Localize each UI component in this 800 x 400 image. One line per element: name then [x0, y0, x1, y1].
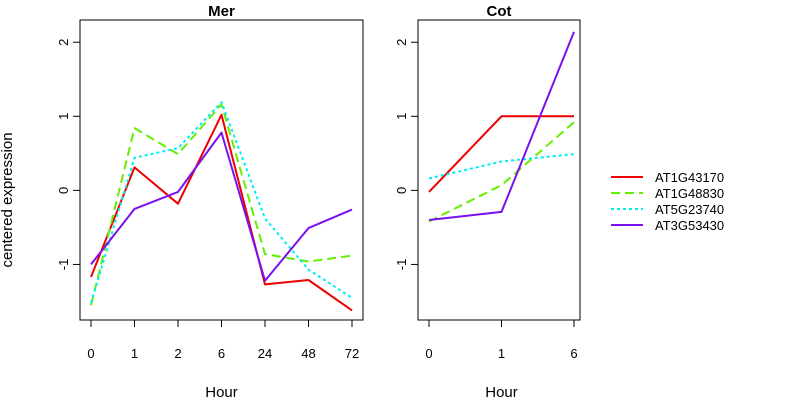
panel-title: Cot — [487, 3, 512, 20]
y-tick-label: -1 — [56, 259, 71, 271]
legend-label: AT5G23740 — [655, 202, 724, 217]
plot-frame — [417, 19, 581, 321]
y-tick-label: 1 — [394, 113, 409, 120]
x-tick-label: 0 — [425, 346, 432, 361]
series-line-at1g48830-cot — [428, 121, 575, 223]
panel-title: Mer — [208, 3, 235, 20]
x-tick-label: 2 — [174, 346, 181, 361]
x-tick-label: 6 — [570, 346, 577, 361]
plot-frame — [79, 19, 364, 321]
y-axis-label: centered expression — [0, 132, 16, 267]
y-tick-label: 2 — [394, 39, 409, 46]
series-line-at3g53430-mer — [90, 131, 353, 282]
panel-mer: Mer 0 1 2 6 24 48 72 -1 0 1 2 Hour — [56, 3, 364, 400]
legend-label: AT1G43170 — [655, 170, 724, 185]
legend-label: AT1G48830 — [655, 186, 724, 201]
series-line-at3g53430-cot — [428, 31, 575, 221]
panel-cot: Cot 0 1 6 -1 0 1 2 Hour — [394, 3, 581, 400]
series-line-at1g43170-mer — [90, 113, 353, 312]
y-tick-label: 2 — [56, 39, 71, 46]
y-tick-label: 0 — [394, 187, 409, 194]
x-axis-label: Hour — [205, 384, 238, 400]
y-tick-label: 0 — [56, 187, 71, 194]
x-tick-label: 24 — [258, 346, 272, 361]
x-tick-label: 6 — [218, 346, 225, 361]
x-tick-label: 0 — [87, 346, 94, 361]
series-line-at5g23740-mer — [90, 101, 353, 304]
x-tick-label: 72 — [345, 346, 359, 361]
series-line-at1g48830-mer — [90, 103, 353, 306]
x-axis-label: Hour — [485, 384, 518, 400]
series-line-at1g43170-cot — [428, 115, 574, 193]
y-tick-label: -1 — [394, 259, 409, 271]
x-tick-label: 1 — [498, 346, 505, 361]
legend-label: AT3G53430 — [655, 218, 724, 233]
y-tick-label: 1 — [56, 113, 71, 120]
x-tick-label: 1 — [131, 346, 138, 361]
series-line-at5g23740-cot — [428, 153, 575, 180]
x-tick-label: 48 — [301, 346, 315, 361]
